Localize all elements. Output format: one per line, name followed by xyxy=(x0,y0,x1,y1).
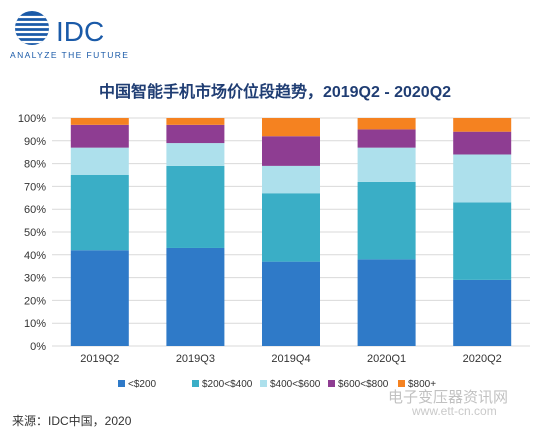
x-tick-label: 2019Q2 xyxy=(80,353,119,365)
y-tick-label: 20% xyxy=(24,295,46,307)
legend-swatch xyxy=(328,380,335,387)
bar-segment xyxy=(262,165,320,194)
bar-segment xyxy=(357,118,416,130)
bar-segment xyxy=(70,147,129,175)
bar-segment xyxy=(357,181,416,260)
legend-swatch xyxy=(260,380,267,387)
bar-segment xyxy=(262,118,320,137)
chart-title: 中国智能手机市场价位段趋势，2019Q2 - 2020Q2 xyxy=(98,84,452,101)
watermark-url: www.ett-cn.com xyxy=(412,404,497,418)
y-tick-label: 10% xyxy=(24,318,46,330)
bar-segment xyxy=(166,118,225,125)
bar-segment xyxy=(166,165,225,248)
bar-segment xyxy=(262,193,320,262)
watermark-text: 电子变压器资讯网 xyxy=(388,389,509,406)
bar-segment xyxy=(166,247,225,346)
brand-tagline: ANALYZE THE FUTURE xyxy=(10,50,129,60)
bar-segment xyxy=(262,136,320,166)
bar-segment xyxy=(262,261,320,346)
legend-label: $200<$400 xyxy=(202,379,253,390)
bar-segment xyxy=(453,202,512,280)
y-tick-label: 30% xyxy=(24,273,46,285)
bar-segment xyxy=(357,147,416,182)
y-tick-label: 70% xyxy=(24,181,46,193)
legend-label: $600<$800 xyxy=(338,379,389,390)
x-tick-label: 2020Q2 xyxy=(463,353,502,365)
y-tick-label: 0% xyxy=(30,341,46,353)
legend-swatch xyxy=(192,380,199,387)
bar-segment xyxy=(453,131,512,155)
legend-label: $800+ xyxy=(408,379,436,390)
bar-segment xyxy=(453,279,512,346)
y-tick-label: 40% xyxy=(24,250,46,262)
axis-layer: 0% 10% 20% 30% 40% 50% 60% 70% 80% 90% 100% 2019Q2 2… xyxy=(18,113,502,365)
bar-segment xyxy=(357,259,416,346)
legend-label: $400<$600 xyxy=(270,379,321,390)
idc-logo-graphic: IDC ANALYZE THE FUTURE xyxy=(10,11,129,60)
legend-label: <$200 xyxy=(128,379,157,390)
x-tick-label: 2019Q4 xyxy=(271,353,310,365)
y-tick-label: 60% xyxy=(24,204,46,216)
legend-swatch xyxy=(398,380,405,387)
legend-swatch xyxy=(118,380,125,387)
y-tick-label: 80% xyxy=(24,159,46,171)
legend: <$200 $200<$400 $400<$600 $600<$800 $800+ xyxy=(118,379,436,390)
brand-name: IDC xyxy=(56,16,104,47)
bar-segment xyxy=(453,154,512,203)
y-tick-label: 50% xyxy=(24,227,46,239)
bar-segment xyxy=(70,124,129,148)
bar-segment xyxy=(70,175,129,251)
bar-segment xyxy=(453,118,512,132)
bar-segment xyxy=(166,143,225,166)
bar-segment xyxy=(70,118,129,125)
bars-layer xyxy=(70,118,512,346)
x-tick-label: 2019Q3 xyxy=(176,353,215,365)
y-tick-label: 100% xyxy=(18,113,46,125)
x-tick-label: 2020Q1 xyxy=(367,353,406,365)
bar-segment xyxy=(166,124,225,144)
bar-segment xyxy=(70,250,129,346)
source-note: 来源：IDC中国，2020 xyxy=(12,414,132,428)
y-tick-label: 90% xyxy=(24,136,46,148)
bar-segment xyxy=(357,129,416,148)
idc-logo: IDC ANALYZE THE FUTURE xyxy=(10,8,150,60)
